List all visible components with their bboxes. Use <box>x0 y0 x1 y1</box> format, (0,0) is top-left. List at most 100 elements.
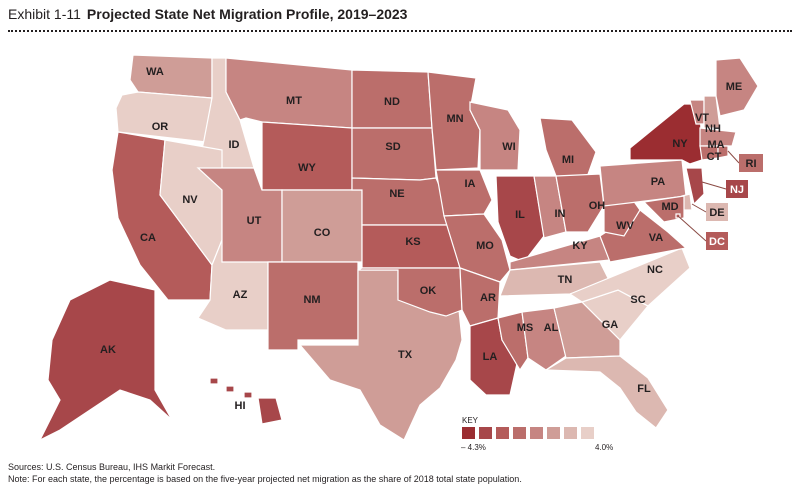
state-nm <box>267 261 359 351</box>
state-sd <box>351 127 437 181</box>
state-label-mi: MI <box>562 154 574 166</box>
header-divider <box>8 30 792 32</box>
state-md <box>642 195 685 223</box>
state-label-ak: AK <box>100 344 116 356</box>
state-label-tx: TX <box>398 349 413 361</box>
callout-box-dc <box>706 232 728 250</box>
key-swatch-3 <box>496 427 509 439</box>
state-label-sd: SD <box>385 141 400 153</box>
state-label-nc: NC <box>647 264 663 276</box>
exhibit-header: Exhibit 1-11 Projected State Net Migratio… <box>8 6 792 30</box>
state-label-me: ME <box>726 81 743 93</box>
key-min-label: – 4.3% <box>461 443 486 452</box>
state-nh <box>703 95 721 129</box>
state-label-sc: SC <box>630 294 645 306</box>
state-nj <box>685 167 705 206</box>
state-label-nd: ND <box>384 96 400 108</box>
state-label-ky: KY <box>572 240 588 252</box>
footer: Sources: U.S. Census Bureau, IHS Markit … <box>8 461 522 485</box>
state-label-ks: KS <box>405 236 420 248</box>
state-wa <box>129 54 213 99</box>
key-swatch-7 <box>564 427 577 439</box>
callout-line-de <box>691 203 707 213</box>
map-key: KEY – 4.3% 4.0% <box>461 416 613 452</box>
state-label-ok: OK <box>420 285 437 297</box>
state-me <box>715 57 759 117</box>
state-label-hi: HI <box>235 400 246 412</box>
state-oh <box>555 173 605 233</box>
state-label-id: ID <box>229 139 240 151</box>
state-ms <box>497 311 529 372</box>
callout-box-de <box>706 203 728 221</box>
state-label-il: IL <box>515 209 525 221</box>
state-label-la: LA <box>483 351 498 363</box>
exhibit-title: Projected State Net Migration Profile, 2… <box>86 6 408 22</box>
state-label-ma: MA <box>707 139 724 151</box>
state-label-oh: OH <box>589 200 606 212</box>
state-label-nh: NH <box>705 123 721 135</box>
callout-box-nj <box>726 180 748 198</box>
exhibit-label: Exhibit 1-11 <box>8 6 81 22</box>
state-label-ia: IA <box>465 178 476 190</box>
state-label-va: VA <box>649 232 664 244</box>
callout-line-nj <box>701 181 727 190</box>
state-label-wi: WI <box>502 141 515 153</box>
state-wy <box>261 121 353 191</box>
key-swatch-2 <box>479 427 492 439</box>
state-label-az: AZ <box>233 289 248 301</box>
state-label-tn: TN <box>558 274 573 286</box>
state-label-mt: MT <box>286 95 302 107</box>
state-label-ar: AR <box>480 292 496 304</box>
state-ak <box>38 279 173 442</box>
key-swatch-8 <box>581 427 594 439</box>
state-label-wy: WY <box>298 162 316 174</box>
sources-note: Sources: U.S. Census Bureau, IHS Markit … <box>8 462 216 472</box>
state-label-pa: PA <box>651 176 666 188</box>
state-al <box>521 307 567 371</box>
state-label-ny: NY <box>672 138 688 150</box>
callout-label-dc: DC <box>709 236 725 248</box>
key-max-label: 4.0% <box>595 443 613 452</box>
state-label-mo: MO <box>476 240 494 252</box>
state-ny <box>629 103 703 165</box>
callout-label-nj: NJ <box>730 184 744 196</box>
callout-line-dc <box>677 215 707 242</box>
key-swatch-4 <box>513 427 526 439</box>
state-fl <box>543 355 669 429</box>
state-label-co: CO <box>314 227 331 239</box>
state-hi <box>209 377 283 425</box>
state-ga <box>553 301 621 359</box>
callout-line-ri <box>727 150 740 164</box>
state-wi <box>469 101 521 171</box>
state-mi <box>539 117 597 181</box>
key-swatch-6 <box>547 427 560 439</box>
state-mt <box>225 57 353 129</box>
key-swatch-5 <box>530 427 543 439</box>
state-ia <box>435 169 493 217</box>
state-mn <box>427 71 481 171</box>
state-label-ne: NE <box>389 188 404 200</box>
state-label-ct: CT <box>707 151 722 163</box>
state-label-md: MD <box>661 201 678 213</box>
state-label-in: IN <box>555 208 566 220</box>
state-label-or: OR <box>152 121 169 133</box>
key-title: KEY <box>462 416 479 425</box>
state-label-al: AL <box>544 322 559 334</box>
state-label-vt: VT <box>695 112 709 124</box>
state-label-ga: GA <box>602 319 619 331</box>
state-label-mn: MN <box>446 113 463 125</box>
state-label-ms: MS <box>517 322 534 334</box>
state-ma <box>699 127 737 147</box>
state-label-ut: UT <box>247 215 262 227</box>
state-label-wv: WV <box>616 220 634 232</box>
state-label-fl: FL <box>637 383 651 395</box>
state-ri <box>717 145 729 159</box>
callout-box-ri <box>739 154 763 172</box>
callout-label-de: DE <box>709 207 724 219</box>
key-swatch-1 <box>462 427 475 439</box>
state-label-nv: NV <box>182 194 198 206</box>
callout-label-ri: RI <box>746 158 757 170</box>
methodology-note: Note: For each state, the percentage is … <box>8 474 522 484</box>
state-label-nm: NM <box>303 294 320 306</box>
